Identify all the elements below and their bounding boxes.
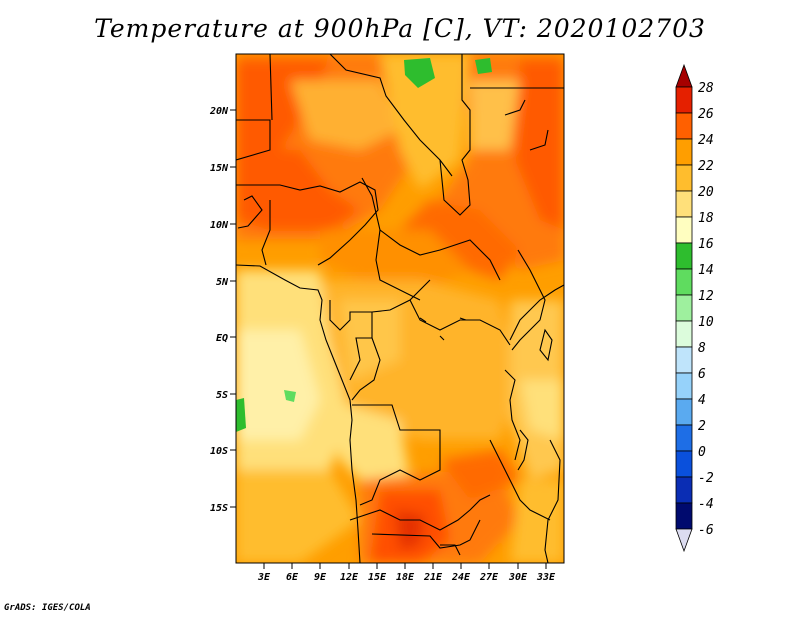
colorbar <box>675 63 693 553</box>
x-axis-labels: 3E 6E 9E 12E 15E 18E 21E 24E 27E 30E 33E <box>257 572 556 583</box>
x-tick-label: 24E <box>451 572 471 583</box>
colorbar-segment <box>675 476 693 504</box>
y-tick-label: 5S <box>216 390 228 401</box>
green-patch <box>284 390 296 402</box>
credit-text: GrADS: IGES/COLA <box>4 603 91 613</box>
x-tick-label: 27E <box>479 572 499 583</box>
x-tick-label: 9E <box>314 572 327 583</box>
colorbar-segment <box>675 138 693 166</box>
y-ticks <box>230 109 236 508</box>
colorbar-segment <box>675 424 693 452</box>
colorbar-level-label: 6 <box>698 367 706 382</box>
colorbar-segment <box>675 86 693 114</box>
colorbar-level-label: -4 <box>698 497 714 512</box>
x-tick-label: 15E <box>368 572 387 583</box>
colorbar-segment <box>675 372 693 400</box>
colorbar-level-label: 2 <box>698 419 706 434</box>
colorbar-level-label: 18 <box>698 211 714 226</box>
colorbar-level-label: 26 <box>698 107 714 122</box>
x-ticks <box>263 563 547 569</box>
colorbar-level-label: 4 <box>698 393 706 408</box>
country-borders <box>236 54 564 563</box>
y-tick-label: EQ <box>216 333 228 344</box>
y-tick-label: 5N <box>216 277 229 288</box>
colorbar-level-label: 0 <box>698 445 706 460</box>
colorbar-segment <box>675 164 693 192</box>
y-tick-label: 15N <box>210 163 229 174</box>
x-tick-label: 30E <box>508 572 528 583</box>
colorbar-segment <box>675 268 693 296</box>
x-tick-label: 3E <box>257 572 271 583</box>
colorbar-level-label: -2 <box>698 471 714 486</box>
colorbar-segment <box>675 346 693 374</box>
colorbar-level-label: 22 <box>698 159 714 174</box>
map-frame <box>235 53 565 564</box>
y-tick-label: 10N <box>210 220 229 231</box>
x-tick-label: 18E <box>396 572 415 583</box>
green-patch <box>404 58 435 88</box>
colorbar-segment <box>675 190 693 218</box>
y-axis-labels: 20N 15N 10N 5N EQ 5S 10S 15S <box>209 106 229 514</box>
colorbar-segment <box>675 450 693 478</box>
colorbar-segment <box>675 242 693 270</box>
colorbar-level-label: 28 <box>698 81 714 96</box>
colorbar-level-label: -6 <box>698 523 714 538</box>
colorbar-top-arrow <box>675 63 693 88</box>
colorbar-level-label: 16 <box>698 237 714 252</box>
colorbar-segment <box>675 320 693 348</box>
colorbar-bottom-arrow <box>675 528 693 553</box>
colorbar-level-label: 20 <box>698 185 714 200</box>
y-tick-label: 15S <box>210 503 228 514</box>
map-title: Temperature at 900hPa [C], VT: 202010270… <box>94 14 706 43</box>
x-tick-label: 21E <box>423 572 443 583</box>
x-tick-label: 33E <box>536 572 556 583</box>
colorbar-segment <box>675 294 693 322</box>
colorbar-level-label: 12 <box>698 289 714 304</box>
y-tick-label: 10S <box>210 446 228 457</box>
x-tick-label: 12E <box>340 572 359 583</box>
colorbar-level-label: 24 <box>698 133 714 148</box>
temperature-field <box>236 54 564 563</box>
colorbar-segment <box>675 502 693 530</box>
x-tick-label: 6E <box>286 572 299 583</box>
colorbar-level-label: 10 <box>698 315 714 330</box>
colorbar-level-label: 8 <box>698 341 706 356</box>
green-patch <box>475 58 492 74</box>
colorbar-level-label: 14 <box>698 263 714 278</box>
y-tick-label: 20N <box>209 106 229 117</box>
colorbar-segment <box>675 216 693 244</box>
green-patch <box>236 398 246 432</box>
colorbar-segment <box>675 112 693 140</box>
colorbar-segment <box>675 398 693 426</box>
